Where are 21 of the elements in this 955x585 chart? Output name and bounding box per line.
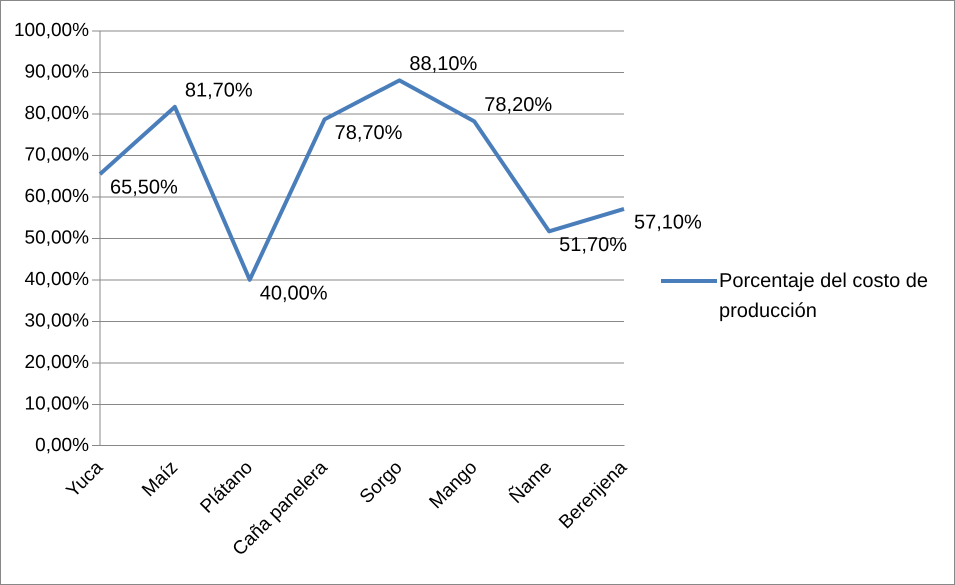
data-label: 81,70% (184, 79, 253, 102)
legend-label: Porcentaje del costo de producción (719, 269, 930, 324)
data-label: 65,50% (110, 176, 178, 199)
data-label: 51,70% (559, 234, 628, 256)
y-tick-label: 20,00% (24, 352, 90, 374)
y-tick-label: 100,00% (14, 20, 90, 42)
y-tick-label: 10,00% (24, 394, 90, 414)
data-label: 57,10% (634, 211, 702, 234)
x-tick-label: Yuca (62, 456, 108, 502)
data-label: 78,70% (334, 122, 403, 144)
y-tick-label: 80,00% (24, 103, 90, 124)
y-tick-label: 40,00% (24, 269, 90, 290)
y-tick-label: 60,00% (24, 186, 90, 208)
y-tick-label: 50,00% (24, 228, 90, 249)
data-label: 88,10% (409, 52, 478, 75)
data-label: 40,00% (260, 282, 328, 304)
y-tick-label: 90,00% (24, 62, 90, 83)
data-label: 78,20% (484, 94, 552, 116)
y-tick-label: 0,00% (35, 434, 90, 456)
y-tick-label: 70,00% (24, 144, 90, 166)
y-tick-label: 30,00% (24, 310, 90, 332)
